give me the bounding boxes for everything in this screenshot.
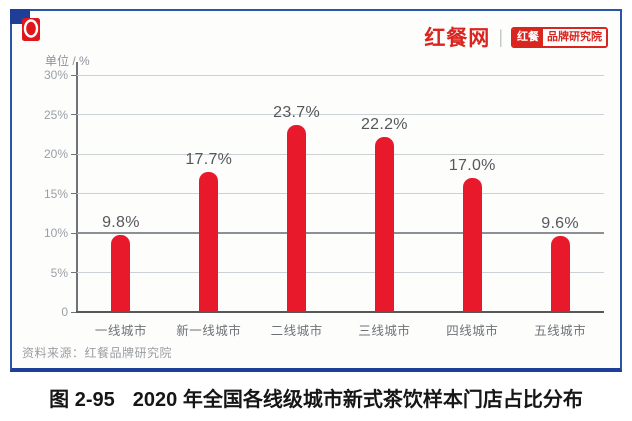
plot-area: 0 5% 10% 15% 20% 25% 30% 9.8% 一线城市 17.7% 新一线城市 23.7… (44, 62, 604, 338)
figure-title: 2020 年全国各线级城市新式茶饮样本门店占比分布 (132, 389, 583, 411)
bar-value-label: 17.7% (185, 151, 233, 169)
y-tick-label: 5% (50, 265, 68, 280)
axis-tick (71, 114, 76, 115)
figure-number: 图 2-95 (49, 389, 115, 411)
brand-badge: 红餐 品牌研究院 (511, 26, 608, 48)
axis-unit-label: 单位 / % (45, 54, 90, 68)
badge-right-label: 品牌研究院 (543, 28, 606, 46)
bar (111, 234, 131, 312)
axis-tick (71, 311, 76, 313)
gridline (77, 193, 604, 194)
axis-tick (71, 272, 76, 273)
category-label: 二线城市 (270, 324, 323, 338)
bar-value-label: 17.0% (448, 156, 496, 174)
brand-separator: | (498, 26, 503, 47)
y-tick-label: 0 (61, 305, 68, 319)
axis-tick (71, 193, 76, 194)
bar (199, 172, 219, 312)
hongcan-logo-icon (22, 18, 40, 41)
gridline (77, 74, 604, 76)
gridline (77, 153, 604, 155)
gridline (77, 272, 604, 273)
y-tick-label: 15% (43, 186, 68, 201)
category-label: 四线城市 (446, 324, 499, 338)
badge-left-label: 红餐 (513, 28, 543, 46)
y-tick-label: 25% (43, 107, 68, 122)
bar-value-label: 22.2% (360, 115, 408, 133)
bar (550, 236, 570, 312)
bar-value-label: 9.6% (541, 215, 579, 233)
bar (287, 124, 307, 312)
axis-tick (71, 153, 76, 155)
y-tick-label: 20% (43, 147, 68, 161)
bar-value-label: 9.8% (102, 213, 140, 231)
source-note: 资料来源：红餐品牌研究院 (22, 346, 173, 360)
x-axis-line (76, 311, 604, 313)
bar (462, 177, 482, 312)
bar (374, 136, 394, 312)
gridline (77, 232, 604, 234)
gridline (77, 114, 604, 115)
figure-caption: 图 2-95 2020 年全国各线级城市新式茶饮样本门店占比分布 (0, 383, 632, 412)
brand-name: 红餐网 (424, 27, 491, 50)
category-label: 一线城市 (94, 324, 147, 338)
axis-tick (71, 232, 76, 234)
y-axis-line (76, 62, 78, 312)
category-label: 五线城市 (534, 324, 587, 338)
axis-tick (71, 74, 76, 76)
chart-card: 红餐网 | 红餐 品牌研究院 单位 / % 0 5% 10% 15% 20% 25% 30%… (10, 9, 622, 372)
category-label: 新一线城市 (176, 324, 242, 338)
y-tick-label: 30% (43, 68, 68, 82)
category-label: 三线城市 (358, 324, 411, 338)
bar-value-label: 23.7% (273, 103, 321, 121)
y-tick-label: 10% (43, 226, 68, 240)
brand-row: 红餐网 | 红餐 品牌研究院 (424, 22, 608, 52)
